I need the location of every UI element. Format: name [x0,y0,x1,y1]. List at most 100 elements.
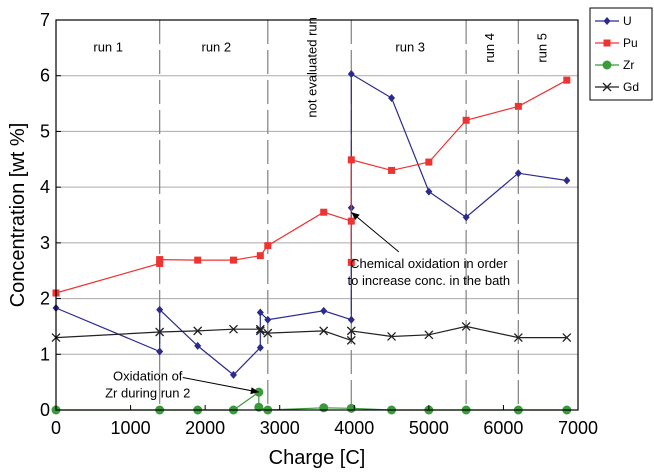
legend-label: Pu [623,36,638,50]
annotation-arrow [350,211,400,253]
x-axis-title: Charge [C] [269,447,366,469]
plot-frame [55,19,579,411]
series-pu [52,76,571,297]
run-label: run 5 [534,33,549,63]
marker-point [346,335,356,345]
series-line-pu [55,79,568,294]
marker-point [602,82,612,92]
marker-point [229,256,237,264]
marker-point [603,17,611,25]
marker-point [264,315,272,324]
legend-label: Gd [623,80,639,94]
y-tick-label: 7 [40,10,50,30]
marker-point [256,343,264,352]
marker-point [194,256,202,264]
marker-point [563,176,571,185]
marker-point [514,169,522,178]
x-tick-label: 1000 [111,418,151,438]
run-label: run 2 [202,39,232,54]
y-tick-label: 6 [40,66,50,86]
y-tick-label: 2 [40,289,50,309]
run-label: not evaluated run [305,17,320,117]
marker-point [462,213,470,222]
series-gd [51,321,572,345]
series-u [52,70,571,379]
marker-point [320,306,328,315]
x-tick-label: 0 [51,418,61,438]
annotation-text: to increase conc. in the bath [348,273,511,288]
marker-point [563,76,571,84]
annotation-text: Zr during run 2 [105,385,190,400]
marker-point [193,326,203,336]
y-axis-title: Concentration [wt %] [7,123,29,308]
marker-point [255,324,265,334]
marker-point [347,156,355,164]
legend: U Pu Zr Gd [589,7,653,101]
marker-point [256,252,264,260]
y-tick-label: 0 [40,400,50,420]
marker-point [346,326,356,336]
marker-point [514,102,522,110]
x-tick-label: 5000 [409,418,449,438]
y-tick-label: 4 [40,177,50,197]
marker-point [347,217,355,225]
annotation-arrowhead [351,212,360,221]
marker-point [562,333,572,343]
marker-point [513,333,523,343]
marker-point [156,256,164,264]
marker-point [425,158,433,166]
marker-point [319,403,329,413]
legend-item-gd: Gd [595,80,639,94]
marker-point [256,308,264,317]
y-tick-label: 3 [40,233,50,253]
marker-point [255,326,265,336]
marker-point [194,341,202,350]
run-label: run 4 [482,33,497,63]
legend-item-pu: Pu [595,36,638,50]
run-labels: run 1 run 2 not evaluated run run 3 run 4 run… [93,17,549,117]
legend-item-u: U [595,14,632,28]
series-line-u [55,72,567,376]
annotation-text: Chemical oxidation in order [350,256,508,271]
annotation-text: Oxidation of [113,368,183,383]
x-tick-label: 6000 [483,418,523,438]
run-label: run 3 [395,39,425,54]
marker-point [602,60,612,70]
run-dividers [159,20,519,410]
x-tick-label: 4000 [334,418,374,438]
series-layer [51,70,572,415]
marker-point [424,330,434,340]
marker-point [155,327,165,337]
marker-point [603,39,611,47]
marker-point [319,326,329,336]
marker-point [229,370,237,379]
grid [56,75,578,355]
legend-item-zr: Zr [595,58,634,72]
legend-label: Zr [623,58,634,72]
legend-box [589,7,653,101]
marker-point [388,166,396,174]
annotation-arrowhead [250,387,259,395]
marker-point [320,208,328,216]
marker-point [347,70,355,79]
marker-point [387,331,397,341]
annotations: Chemical oxidation in order to increase c… [105,211,511,400]
marker-point [347,315,355,324]
marker-point [347,258,355,266]
marker-point [156,305,164,314]
x-tick-label: 3000 [260,418,300,438]
y-tick-label: 5 [40,121,50,141]
x-tick-label: 2000 [185,418,225,438]
marker-point [229,324,238,334]
marker-point [462,116,470,124]
run-label: run 1 [93,39,123,54]
legend-label: U [623,14,632,28]
marker-point [388,94,396,102]
annotation-arrow [182,376,259,393]
marker-point [425,187,433,196]
marker-point [264,242,272,250]
axes: 0 1 2 3 4 5 6 7 0 1000 2000 3000 4000 5000 6000 7000 Cha… [7,10,598,469]
marker-point [263,328,273,338]
marker-point [156,347,164,356]
